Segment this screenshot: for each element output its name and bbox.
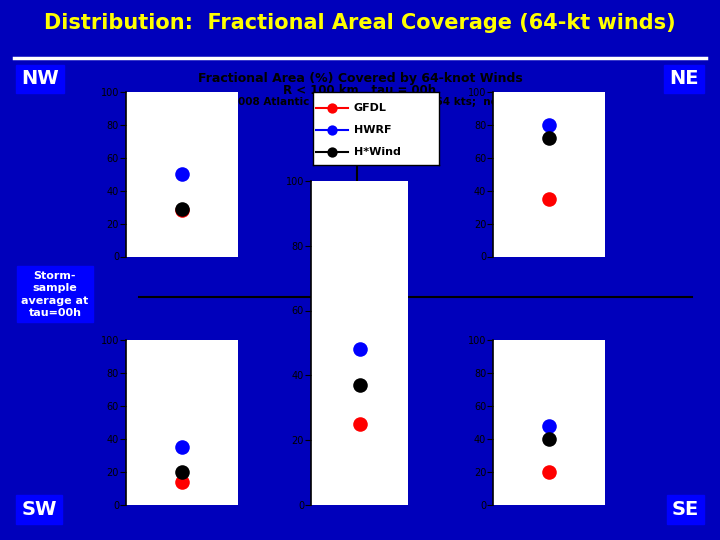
Point (544, 435, 555, 443)
Point (544, 133, 555, 142)
Point (176, 443, 187, 451)
Point (326, 125, 338, 134)
Text: Subset of 2008 Atlantic Storms (Vmax Init > 64 kts;  ncase= 47): Subset of 2008 Atlantic Storms (Vmax Ini… (171, 97, 549, 107)
Text: SW: SW (22, 500, 57, 519)
Point (326, 147, 338, 156)
Text: Distribution:  Fractional Areal Coverage (64-kt winds): Distribution: Fractional Areal Coverage … (44, 12, 676, 33)
Point (354, 381, 365, 389)
Text: Storm-
sample
average at
tau=00h: Storm- sample average at tau=00h (22, 271, 89, 318)
Text: H*Wind: H*Wind (354, 146, 400, 157)
Text: Fractional Area (%) Covered by 64-knot Winds: Fractional Area (%) Covered by 64-knot W… (197, 72, 523, 85)
Text: GFDL: GFDL (354, 103, 387, 113)
Point (176, 205, 187, 213)
Point (326, 104, 338, 112)
Point (544, 468, 555, 476)
Point (176, 170, 187, 178)
Text: SE: SE (672, 500, 698, 519)
Point (544, 120, 555, 129)
Text: HWRF: HWRF (354, 125, 391, 134)
Point (354, 420, 365, 428)
Point (544, 422, 555, 430)
Point (176, 206, 187, 215)
Point (176, 468, 187, 476)
Point (544, 194, 555, 203)
Point (176, 477, 187, 486)
Text: NE: NE (669, 70, 698, 89)
Text: R < 100 km,  tau = 00h: R < 100 km, tau = 00h (284, 84, 436, 97)
Text: NW: NW (22, 70, 59, 89)
Point (354, 345, 365, 354)
